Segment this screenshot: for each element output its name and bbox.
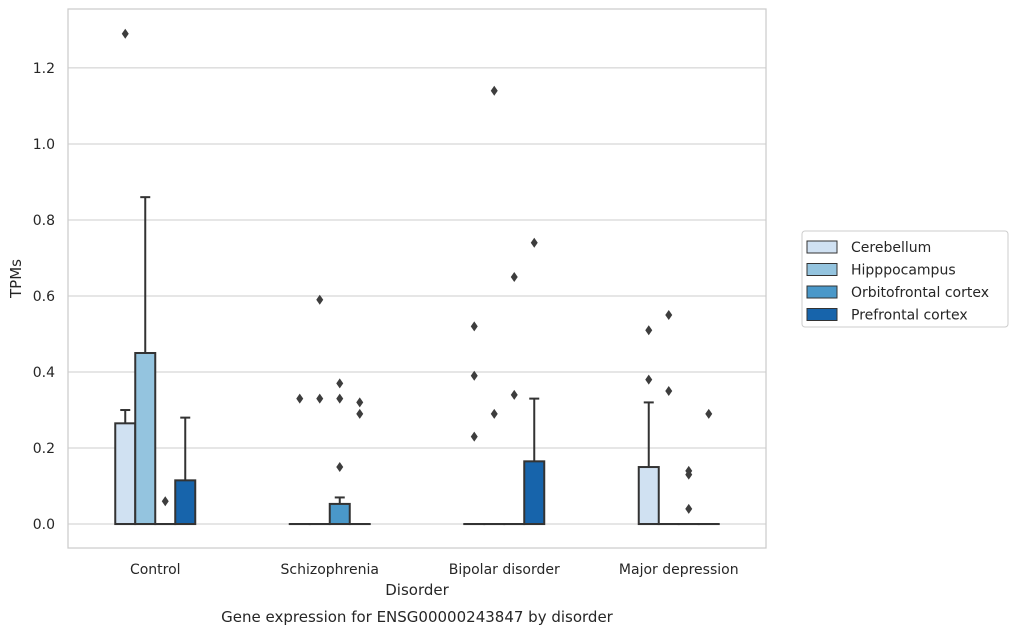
plot-frame — [67, 8, 767, 549]
outlier-point — [645, 325, 653, 336]
outlier-point — [296, 393, 304, 404]
outlier-point — [490, 408, 498, 419]
box-body — [114, 422, 137, 526]
x-axis-label: Disorder — [385, 581, 449, 599]
legend-swatch — [806, 308, 838, 321]
x-tick-labels: Control Schizophrenia Bipolar disorder Majo… — [130, 562, 739, 578]
legend-frame — [801, 230, 1009, 328]
x-tick-label: Schizophrenia — [281, 562, 379, 578]
grid-lines — [68, 67, 766, 525]
outlier-point — [121, 28, 129, 39]
x-tick-label: Bipolar disorder — [449, 562, 560, 578]
outlier-point — [665, 386, 673, 397]
y-tick-label: 0.8 — [33, 213, 55, 229]
box-orbitofrontal-cortex-1 — [328, 496, 351, 526]
x-tick-label: Control — [130, 562, 181, 578]
chart-caption: Gene expression for ENSG00000243847 by d… — [221, 608, 614, 626]
legend-item: Hipppocampus — [806, 263, 956, 279]
y-tick-label: 1.2 — [33, 61, 55, 77]
outlier-point — [470, 370, 478, 381]
outlier-point — [470, 431, 478, 442]
outlier-point — [530, 237, 538, 248]
outlier-point — [685, 503, 693, 514]
outliers — [121, 28, 713, 514]
boxes — [114, 196, 720, 526]
outlier-point — [665, 309, 673, 320]
box-body — [174, 479, 197, 526]
legend-swatch — [806, 240, 838, 254]
legend-label: Prefrontal cortex — [851, 308, 968, 324]
legend-label: Hipppocampus — [851, 263, 956, 279]
y-tick-label: 0.4 — [33, 365, 55, 381]
outlier-point — [470, 321, 478, 332]
y-tick-label: 0.6 — [33, 289, 55, 305]
outlier-point — [510, 271, 518, 282]
outlier-point — [356, 397, 364, 408]
outlier-point — [316, 294, 324, 305]
x-tick-label: Major depression — [619, 562, 739, 578]
outlier-point — [316, 393, 324, 404]
outlier-point — [356, 408, 364, 419]
legend: Cerebellum Hipppocampus Orbitofrontal cort… — [801, 230, 1009, 328]
legend-swatch — [806, 285, 838, 299]
outlier-point — [336, 393, 344, 404]
box-prefrontal-cortex-2 — [523, 397, 546, 526]
box-cerebellum-3 — [637, 401, 660, 526]
outlier-point — [685, 469, 693, 480]
y-tick-label: 0.0 — [33, 517, 55, 533]
y-tick-label: 1.0 — [33, 137, 55, 153]
legend-item: Prefrontal cortex — [806, 308, 968, 324]
outlier-point — [161, 496, 169, 507]
box-body — [134, 352, 157, 526]
legend-label: Orbitofrontal cortex — [851, 285, 989, 301]
box-body — [328, 502, 351, 526]
legend-item: Cerebellum — [806, 240, 931, 256]
outlier-point — [705, 408, 713, 419]
y-tick-label: 0.2 — [33, 441, 55, 457]
y-tick-labels: 0.0 0.2 0.4 0.6 0.8 1.0 1.2 — [33, 61, 55, 533]
outlier-point — [490, 85, 498, 96]
legend-swatch — [806, 263, 838, 276]
box-cerebellum-0 — [114, 409, 137, 526]
outlier-point — [645, 374, 653, 385]
outlier-point — [336, 462, 344, 473]
outlier-point — [510, 389, 518, 400]
box-body — [637, 466, 660, 526]
outlier-point — [336, 378, 344, 389]
legend-item: Orbitofrontal cortex — [806, 285, 989, 301]
y-axis-label: TPMs — [7, 259, 25, 299]
box-prefrontal-cortex-0 — [174, 416, 197, 526]
box-body — [523, 460, 546, 526]
box-hipppocampus-0 — [134, 196, 157, 526]
legend-label: Cerebellum — [851, 240, 931, 256]
